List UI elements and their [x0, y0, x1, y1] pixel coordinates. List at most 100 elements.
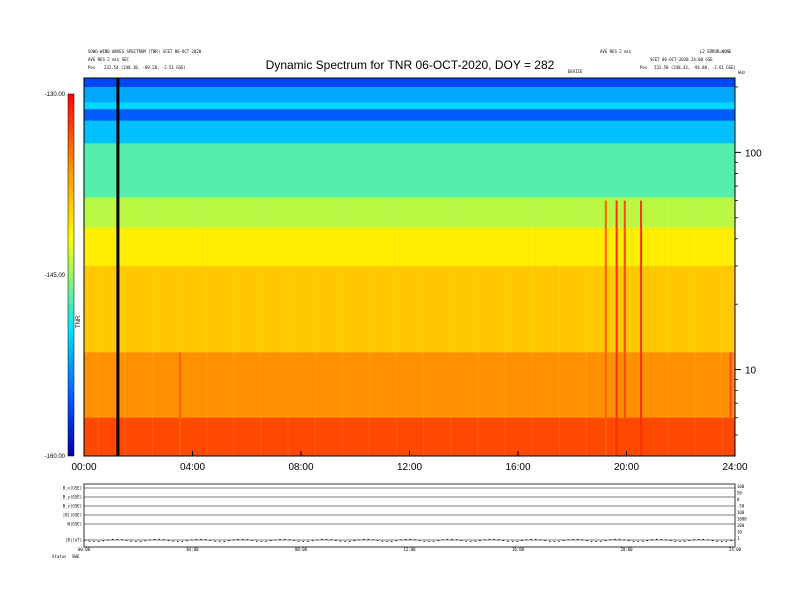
bottom-trace-point	[442, 539, 444, 541]
texture-line	[721, 197, 723, 456]
bottom-trace-point	[497, 539, 500, 541]
bottom-trace-point	[562, 540, 565, 541]
bottom-trace-point	[679, 541, 681, 542]
bottom-trace-point	[195, 538, 198, 540]
footer-status-label: Status	[52, 554, 67, 559]
bottom-trace-point	[204, 539, 207, 541]
header-right-line3: 232.58 (248.33, -94.80, -2.61 GSE)	[654, 65, 736, 70]
footer-status-value: SWE	[72, 554, 80, 559]
bottom-trace-point	[190, 539, 193, 541]
bottom-right-label: 0	[737, 497, 740, 502]
radio-burst-4	[640, 200, 643, 456]
bottom-trace-point	[525, 539, 528, 541]
spectrum-band-8	[84, 265, 735, 353]
bottom-trace-point	[646, 540, 649, 541]
y-tick-label: 100	[745, 148, 762, 159]
bottom-trace-point	[125, 540, 128, 541]
bottom-trace-point	[730, 540, 732, 541]
colorbar-tick-label: -130.00	[45, 92, 66, 98]
bottom-trace-point	[539, 539, 542, 541]
radio-burst-0	[178, 352, 181, 456]
texture-line	[423, 197, 425, 456]
bottom-trace-point	[209, 540, 212, 541]
bottom-trace-point	[469, 541, 472, 542]
bottom-x-tick-label: 24:00	[729, 547, 742, 552]
bottom-trace-point	[293, 540, 295, 541]
bottom-trace-point	[102, 540, 105, 542]
bottom-right-label: 1	[737, 536, 740, 541]
radio-burst-1	[604, 200, 607, 456]
bottom-trace-point	[595, 541, 597, 542]
colorbar-tick-label: -160.00	[45, 454, 66, 460]
bottom-trace-point	[590, 540, 593, 542]
bottom-trace-point	[335, 540, 337, 541]
bottom-trace-point	[702, 538, 704, 540]
bottom-trace-point	[683, 540, 686, 542]
bottom-trace-point	[530, 538, 532, 540]
bottom-trace-point	[93, 541, 95, 542]
bottom-row-label: B_x(GSE)	[63, 486, 82, 491]
texture-line	[585, 197, 588, 456]
bottom-trace-point	[688, 540, 690, 541]
bottom-trace-point	[604, 540, 607, 541]
bottom-x-tick-label: 04:00	[186, 547, 199, 552]
bottom-trace-point	[367, 538, 370, 540]
texture-line	[124, 197, 126, 456]
bottom-x-tick-label: 12:00	[403, 547, 416, 552]
header-right-top: L2 ERROR=NONE	[700, 49, 732, 54]
bottom-trace-point	[149, 539, 151, 541]
bottom-panel: B_x(GSE) B_y(GSE) B_z(GSE) |B|(GSE) N(GSE) |B…	[63, 483, 747, 552]
x-tick-label: 04:00	[180, 462, 205, 473]
colorbar-tick-label: -145.00	[45, 273, 66, 279]
spectrum-band-2	[84, 102, 735, 110]
bottom-trace-point	[311, 540, 314, 542]
bottom-trace-point	[246, 539, 249, 541]
spectrum-band-9	[84, 352, 735, 419]
bottom-trace-point	[181, 541, 184, 542]
bottom-right-label: 1000	[737, 517, 747, 522]
bottom-trace-point	[344, 541, 346, 542]
bottom-trace-point	[321, 538, 323, 540]
bottom-trace-point	[376, 540, 379, 541]
texture-line	[477, 197, 479, 456]
bottom-trace-point	[669, 540, 672, 542]
bottom-trace-point	[693, 539, 695, 541]
bottom-trace-point	[488, 538, 491, 540]
texture-line	[531, 197, 533, 456]
bottom-trace-point	[665, 539, 667, 541]
bottom-trace-point	[325, 538, 328, 540]
bottom-trace-point	[111, 538, 114, 540]
texture-line	[667, 197, 669, 456]
texture-line	[151, 197, 154, 456]
spectrum-band-1	[84, 86, 735, 103]
bottom-trace-point	[283, 538, 286, 540]
texture-line	[314, 197, 316, 456]
bottom-trace-point	[493, 538, 495, 540]
bottom-trace-point	[614, 538, 616, 540]
texture-line	[368, 197, 371, 456]
bottom-trace-point	[632, 540, 635, 542]
bottom-trace-point	[558, 540, 560, 542]
bottom-row-label: |B|(GSE)	[63, 513, 82, 518]
bottom-trace-point	[460, 540, 463, 541]
bottom-trace-point	[456, 539, 458, 541]
x-tick-label: 24:00	[722, 462, 747, 473]
bottom-trace-point	[586, 540, 588, 542]
bottom-row-label: N(GSE)	[68, 522, 82, 527]
bottom-trace-point	[576, 538, 579, 540]
bottom-trace-point	[409, 538, 411, 540]
bottom-trace-point	[274, 539, 277, 541]
bottom-trace-point	[158, 538, 160, 540]
bottom-trace-point	[353, 540, 356, 542]
bottom-trace-point	[725, 540, 728, 542]
bottom-trace-point	[446, 538, 449, 540]
bottom-trace-point	[121, 539, 123, 541]
bottom-trace-point	[465, 540, 467, 542]
bottom-trace-point	[232, 539, 235, 541]
bottom-x-tick-label: 20:00	[620, 547, 633, 552]
header-corner-unit: kHz	[738, 70, 746, 75]
bottom-right-label: 100	[737, 484, 745, 489]
bottom-trace-point	[600, 540, 602, 542]
